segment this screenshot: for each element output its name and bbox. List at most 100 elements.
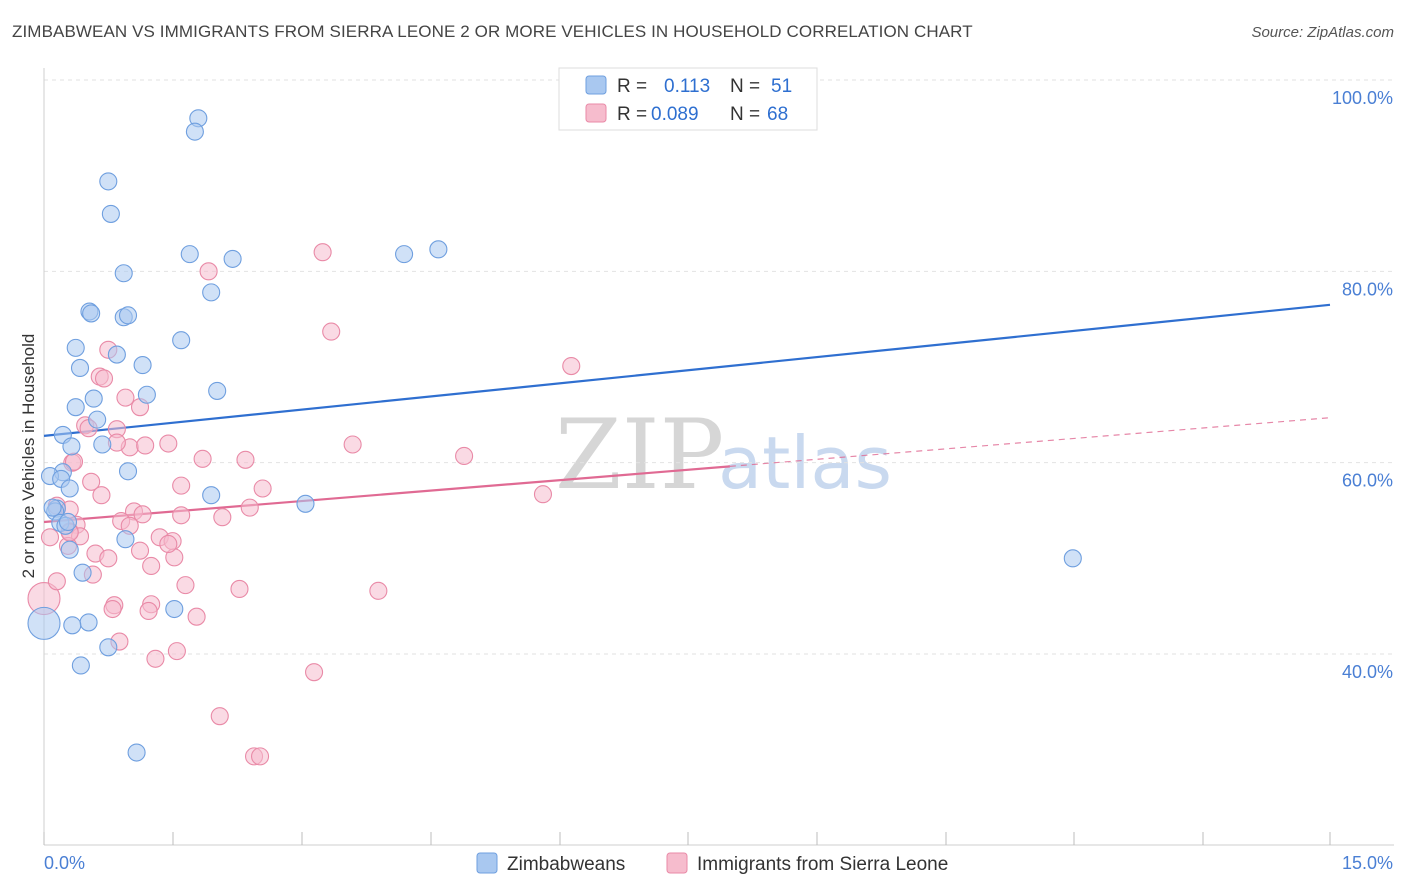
- point-zimbabweans-39: [60, 540, 79, 559]
- x-tick-marks: [43, 832, 1331, 845]
- point-zimbabweans-43: [63, 616, 82, 635]
- point-sierra-leone-7: [116, 388, 135, 407]
- point-zimbabweans-26: [93, 435, 112, 454]
- x-tick-min: 0.0%: [44, 853, 85, 873]
- point-zimbabweans-45: [99, 638, 118, 657]
- point-sierra-leone-17: [455, 446, 474, 466]
- point-sierra-leone-19: [236, 450, 255, 469]
- trend-line-sierra-leone: [43, 465, 730, 524]
- legend-swatch-blue: [585, 75, 607, 95]
- point-sierra-leone-45: [142, 556, 161, 576]
- point-zimbabweans-22: [66, 398, 85, 417]
- point-sierra-leone-48: [230, 579, 249, 598]
- point-sierra-leone-66: [159, 534, 178, 554]
- point-zimbabweans-2: [99, 172, 118, 191]
- trend-line-extension-sierra-leone: [729, 417, 1331, 467]
- y-tick-label-60: 60.0%: [1342, 471, 1393, 491]
- point-zimbabweans-3: [101, 204, 120, 223]
- point-zimbabweans-8: [114, 264, 133, 283]
- trend-lines: [43, 303, 1331, 524]
- point-zimbabweans-33: [296, 494, 315, 513]
- point-sierra-leone-29: [172, 506, 191, 525]
- series-legend: Zimbabweans Immigrants from Sierra Leone: [476, 852, 948, 875]
- point-zimbabweans-21: [84, 389, 103, 408]
- point-sierra-leone-43: [99, 549, 118, 568]
- point-sierra-leone-0: [313, 243, 332, 262]
- point-zimbabweans-49: [58, 512, 78, 532]
- bottom-legend-swatch-pink: [666, 852, 688, 874]
- point-sierra-leone-20: [82, 472, 101, 491]
- legend-n-value-1: 51: [771, 76, 792, 97]
- y-tick-label-100: 100.0%: [1332, 88, 1393, 108]
- point-zimbabweans-4: [180, 245, 199, 264]
- point-zimbabweans-7: [429, 240, 448, 259]
- point-zimbabweans-11: [82, 304, 101, 323]
- point-zimbabweans-46: [71, 656, 90, 675]
- point-sierra-leone-14: [136, 436, 155, 455]
- point-sierra-leone-52: [103, 599, 122, 619]
- watermark-zip: ZIP: [555, 399, 724, 511]
- point-zimbabweans-18: [70, 358, 90, 378]
- x-tick-max: 15.0%: [1342, 853, 1393, 873]
- point-sierra-leone-67: [139, 601, 158, 621]
- point-sierra-leone-54: [187, 607, 206, 626]
- point-zimbabweans-48: [1063, 549, 1082, 568]
- point-sierra-leone-24: [533, 485, 553, 504]
- point-sierra-leone-16: [343, 435, 362, 454]
- point-zimbabweans-44: [27, 606, 61, 640]
- point-zimbabweans-1: [185, 122, 204, 141]
- point-zimbabweans-42: [79, 613, 98, 632]
- point-zimbabweans-15: [66, 338, 85, 357]
- correlation-legend: R = 0.113 N = 51 R = 0.089 N = 68: [558, 67, 818, 131]
- point-sierra-leone-4: [562, 356, 581, 376]
- point-sierra-leone-18: [193, 449, 212, 468]
- trend-line-zimbabweans: [43, 303, 1331, 437]
- legend-r-label-1: R =: [617, 76, 647, 97]
- point-sierra-leone-2: [322, 322, 341, 341]
- y-tick-label-80: 80.0%: [1342, 279, 1393, 299]
- legend-r-value-1: 0.113: [664, 76, 710, 97]
- point-sierra-leone-41: [130, 541, 150, 560]
- point-zimbabweans-19: [137, 385, 156, 404]
- point-zimbabweans-40: [73, 563, 92, 582]
- point-sierra-leone-58: [305, 663, 324, 682]
- point-zimbabweans-16: [107, 345, 126, 364]
- legend-n-label-2: N =: [730, 104, 760, 125]
- data-points: [27, 109, 1082, 766]
- bottom-legend-swatch-blue: [476, 852, 498, 874]
- point-sierra-leone-61: [250, 747, 270, 766]
- point-sierra-leone-56: [167, 642, 186, 661]
- point-sierra-leone-31: [240, 498, 259, 517]
- gridlines: 100.0% 80.0% 60.0% 40.0%: [44, 79, 1394, 682]
- point-sierra-leone-59: [210, 707, 229, 726]
- point-zimbabweans-5: [223, 249, 242, 268]
- point-zimbabweans-6: [395, 245, 414, 264]
- legend-r-value-2: 0.089: [651, 104, 699, 125]
- point-sierra-leone-22: [253, 479, 272, 498]
- point-sierra-leone-49: [369, 581, 388, 600]
- point-sierra-leone-47: [176, 576, 195, 595]
- point-sierra-leone-30: [213, 508, 232, 527]
- point-zimbabweans-14: [172, 331, 191, 350]
- point-zimbabweans-23: [88, 410, 107, 429]
- point-zimbabweans-9: [202, 283, 221, 302]
- legend-n-value-2: 68: [767, 104, 788, 125]
- point-zimbabweans-13: [118, 306, 138, 325]
- bottom-legend-label-zimbabweans: Zimbabweans: [507, 854, 625, 875]
- point-zimbabweans-31: [60, 479, 79, 498]
- source-label: Source: ZipAtlas.com: [1251, 24, 1394, 41]
- chart-title: ZIMBABWEAN VS IMMIGRANTS FROM SIERRA LEO…: [12, 22, 973, 41]
- point-sierra-leone-21: [172, 476, 191, 495]
- point-sierra-leone-15: [159, 434, 178, 453]
- point-zimbabweans-38: [116, 530, 135, 549]
- point-zimbabweans-41: [165, 599, 184, 619]
- bottom-legend-label-sierra-leone: Immigrants from Sierra Leone: [697, 854, 948, 875]
- point-zimbabweans-17: [133, 356, 152, 375]
- point-sierra-leone-57: [146, 649, 165, 668]
- point-sierra-leone-28: [133, 505, 152, 524]
- point-zimbabweans-27: [118, 462, 138, 481]
- legend-swatch-pink: [585, 103, 607, 123]
- legend-r-label-2: R =: [617, 104, 647, 125]
- point-sierra-leone-39: [40, 528, 60, 547]
